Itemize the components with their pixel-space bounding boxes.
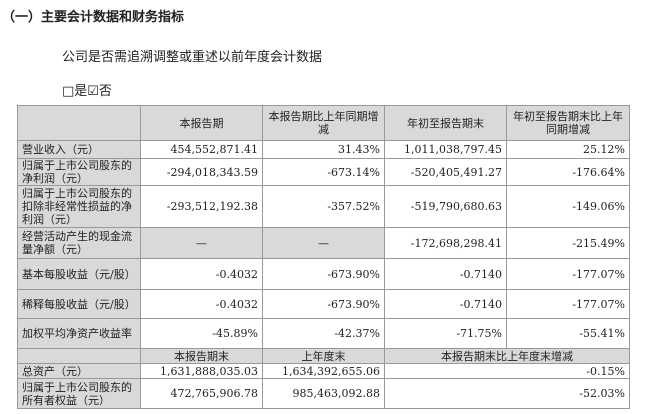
- cell: -673.14%: [262, 158, 385, 186]
- cell: 1,631,888,035.03: [140, 363, 263, 379]
- cell: -0.4032: [140, 258, 263, 290]
- table-row: 营业收入（元） 454,552,871.41 31.43% 1,011,038,…: [17, 140, 630, 159]
- cell: —: [262, 227, 385, 259]
- header-cell: 上年度末: [262, 348, 385, 364]
- cell: -293,512,192.38: [140, 185, 263, 228]
- cell: -71.75%: [384, 318, 507, 349]
- cell: 985,463,092.88: [262, 378, 385, 409]
- table-header-row: 本报告期 本报告期比上年同期增减 年初至报告期末 年初至报告期末比上年同期增减: [17, 105, 630, 141]
- cell: —: [140, 227, 263, 259]
- table-row: 基本每股收益（元/股） -0.4032 -673.90% -0.7140 -17…: [17, 258, 630, 290]
- cell: 1,011,038,797.45: [384, 140, 507, 159]
- row-label: 归属于上市公司股东的扣除非经常性损益的净利润（元）: [17, 185, 141, 228]
- cell: -673.90%: [262, 289, 385, 319]
- cell: -149.06%: [506, 185, 630, 228]
- cell: -0.15%: [384, 363, 630, 379]
- row-label: 基本每股收益（元/股）: [17, 258, 141, 290]
- cell: -45.89%: [140, 318, 263, 349]
- table2-header-row: 本报告期末 上年度末 本报告期末比上年度末增减: [17, 348, 630, 364]
- cell: -215.49%: [506, 227, 630, 259]
- table-row: 归属于上市公司股东的扣除非经常性损益的净利润（元） -293,512,192.3…: [17, 185, 630, 228]
- row-label: 加权平均净资产收益率: [17, 318, 141, 349]
- financial-data-table: 本报告期 本报告期比上年同期增减 年初至报告期末 年初至报告期末比上年同期增减 …: [17, 105, 630, 409]
- table-row: 稀释每股收益（元/股） -0.4032 -673.90% -0.7140 -17…: [17, 289, 630, 319]
- table-row: 归属于上市公司股东的所有者权益（元） 472,765,906.78 985,46…: [17, 378, 630, 409]
- cell: -294,018,343.59: [140, 158, 263, 186]
- cell: -357.52%: [262, 185, 385, 228]
- table-row: 经营活动产生的现金流量净额（元） — — -172,698,298.41 -21…: [17, 227, 630, 259]
- cell: -55.41%: [506, 318, 630, 349]
- header-cell: 本报告期比上年同期增减: [262, 105, 385, 141]
- cell: 454,552,871.41: [140, 140, 263, 159]
- table-row: 总资产（元） 1,631,888,035.03 1,634,392,655.06…: [17, 363, 630, 379]
- row-label: 归属于上市公司股东的净利润（元）: [17, 158, 141, 186]
- section-title: （一）主要会计数据和财务指标: [2, 10, 185, 25]
- header-cell: 年初至报告期末: [384, 105, 507, 141]
- restatement-question: 公司是否需追溯调整或重述以前年度会计数据: [62, 50, 323, 65]
- cell: 472,765,906.78: [140, 378, 263, 409]
- cell: -673.90%: [262, 258, 385, 290]
- cell: -0.7140: [384, 258, 507, 290]
- row-label: 总资产（元）: [17, 363, 141, 379]
- header-cell: 本报告期末比上年度末增减: [384, 348, 630, 364]
- table-row: 归属于上市公司股东的净利润（元） -294,018,343.59 -673.14…: [17, 158, 630, 186]
- table-row: 加权平均净资产收益率 -45.89% -42.37% -71.75% -55.4…: [17, 318, 630, 349]
- cell: -0.4032: [140, 289, 263, 319]
- row-label: 营业收入（元）: [17, 140, 141, 159]
- cell: 1,634,392,655.06: [262, 363, 385, 379]
- cell: -177.07%: [506, 289, 630, 319]
- cell: -42.37%: [262, 318, 385, 349]
- row-label: 经营活动产生的现金流量净额（元）: [17, 227, 141, 259]
- restatement-answer: □是☑否: [62, 84, 112, 99]
- cell: 25.12%: [506, 140, 630, 159]
- header-cell: 年初至报告期末比上年同期增减: [506, 105, 630, 141]
- header-cell: 本报告期: [140, 105, 263, 141]
- cell: 31.43%: [262, 140, 385, 159]
- cell: -519,790,680.63: [384, 185, 507, 228]
- cell: -0.7140: [384, 289, 507, 319]
- cell: -172,698,298.41: [384, 227, 507, 259]
- header-cell: 本报告期末: [140, 348, 263, 364]
- cell: -177.07%: [506, 258, 630, 290]
- row-label: 稀释每股收益（元/股）: [17, 289, 141, 319]
- cell: -176.64%: [506, 158, 630, 186]
- cell: -520,405,491.27: [384, 158, 507, 186]
- row-label: 归属于上市公司股东的所有者权益（元）: [17, 378, 141, 409]
- header-cell: [17, 105, 141, 141]
- header-cell: [17, 348, 141, 364]
- cell: -52.03%: [384, 378, 630, 409]
